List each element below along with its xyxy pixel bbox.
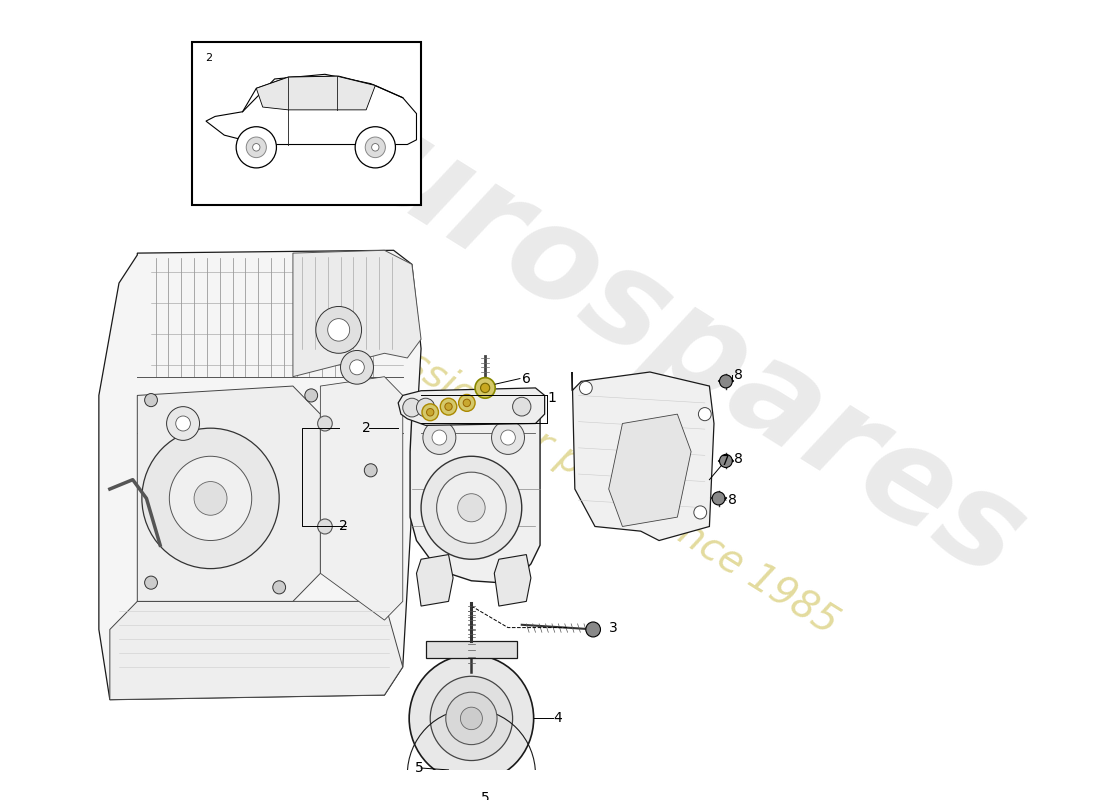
Circle shape <box>698 407 712 421</box>
Text: 8: 8 <box>734 452 742 466</box>
Circle shape <box>719 454 733 467</box>
Circle shape <box>461 707 483 730</box>
Circle shape <box>437 472 506 543</box>
Circle shape <box>372 143 379 151</box>
Circle shape <box>305 389 318 402</box>
Circle shape <box>475 378 495 398</box>
Circle shape <box>422 404 439 421</box>
Polygon shape <box>206 74 417 145</box>
Polygon shape <box>138 386 320 602</box>
Text: 3: 3 <box>608 621 617 634</box>
Circle shape <box>316 306 362 354</box>
Circle shape <box>144 576 157 590</box>
Text: 5: 5 <box>481 791 490 800</box>
Circle shape <box>417 398 434 417</box>
Circle shape <box>712 492 725 505</box>
Polygon shape <box>398 388 544 426</box>
Circle shape <box>432 430 447 445</box>
Circle shape <box>355 126 395 168</box>
Circle shape <box>194 482 227 515</box>
Polygon shape <box>320 377 403 620</box>
Text: a passion for parts since 1985: a passion for parts since 1985 <box>327 298 845 642</box>
Circle shape <box>513 398 531 416</box>
Circle shape <box>403 398 421 417</box>
Circle shape <box>144 394 157 406</box>
Circle shape <box>500 430 515 445</box>
Text: 2: 2 <box>205 54 212 63</box>
Polygon shape <box>572 372 714 541</box>
Circle shape <box>430 676 513 761</box>
Text: 2: 2 <box>339 519 348 534</box>
Circle shape <box>142 428 279 569</box>
Polygon shape <box>410 394 540 582</box>
Circle shape <box>328 318 350 341</box>
Circle shape <box>318 416 332 431</box>
Circle shape <box>169 456 252 541</box>
Circle shape <box>444 403 452 410</box>
Text: eurospares: eurospares <box>272 55 1047 605</box>
Polygon shape <box>494 554 531 606</box>
Text: 4: 4 <box>553 711 562 726</box>
Circle shape <box>253 143 260 151</box>
Circle shape <box>409 654 534 782</box>
Circle shape <box>481 383 490 393</box>
Circle shape <box>459 394 475 411</box>
Text: 7: 7 <box>722 454 730 468</box>
Circle shape <box>446 692 497 745</box>
Circle shape <box>427 409 433 416</box>
Polygon shape <box>417 554 453 606</box>
Circle shape <box>580 382 592 394</box>
Circle shape <box>166 406 199 440</box>
Text: 2: 2 <box>362 421 371 435</box>
Text: 1: 1 <box>548 391 557 406</box>
Circle shape <box>273 581 286 594</box>
Circle shape <box>719 375 733 388</box>
Circle shape <box>364 464 377 477</box>
Circle shape <box>318 519 332 534</box>
Circle shape <box>492 421 525 454</box>
Text: 6: 6 <box>521 371 530 386</box>
Circle shape <box>176 416 190 431</box>
Circle shape <box>341 350 374 384</box>
Bar <box>192 42 421 206</box>
Polygon shape <box>256 76 375 110</box>
Circle shape <box>458 494 485 522</box>
Circle shape <box>440 398 456 415</box>
Polygon shape <box>608 414 691 526</box>
Text: 8: 8 <box>734 368 742 382</box>
Circle shape <box>463 399 471 406</box>
Polygon shape <box>99 250 421 700</box>
Polygon shape <box>293 250 421 377</box>
Circle shape <box>586 622 601 637</box>
Bar <box>426 641 517 658</box>
Circle shape <box>422 421 455 454</box>
Circle shape <box>236 126 276 168</box>
Circle shape <box>246 137 266 158</box>
Circle shape <box>421 456 521 559</box>
Polygon shape <box>110 602 403 700</box>
Circle shape <box>365 137 385 158</box>
Circle shape <box>694 506 706 519</box>
Circle shape <box>350 360 364 375</box>
Text: 8: 8 <box>728 494 737 507</box>
Text: 5: 5 <box>415 761 424 775</box>
